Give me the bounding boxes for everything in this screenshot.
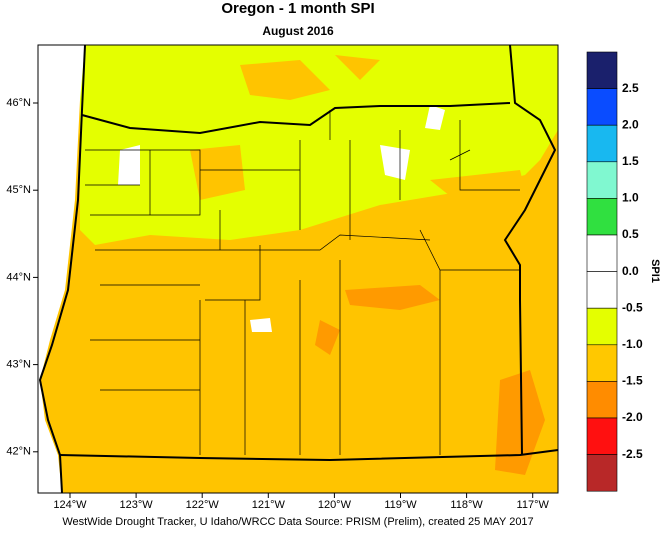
colorbar-label: 1.5: [622, 154, 639, 168]
lat-tick-label: 46°N: [6, 97, 31, 109]
lon-tick-label: 117°W: [517, 499, 550, 511]
colorbar-label: -1.5: [622, 374, 643, 388]
lon-tick-label: 124°W: [53, 499, 87, 511]
colorbar-swatch: [586, 88, 618, 126]
colorbar-label: 2.0: [622, 117, 639, 131]
subtitle: August 2016: [262, 24, 334, 38]
lon-tick-label: 121°W: [252, 499, 286, 511]
dry-patch: [315, 285, 545, 475]
colorbar-label: 0.5: [622, 227, 639, 241]
colorbar-label: 0.0: [622, 264, 639, 278]
lon-tick-label: 120°W: [318, 499, 352, 511]
lon-tick-label: 119°W: [384, 499, 417, 511]
colorbar-swatch: [586, 198, 618, 236]
colorbar-swatch: [586, 161, 618, 199]
colorbar-swatch: [586, 454, 618, 492]
lat-tick-label: 43°N: [6, 359, 31, 371]
colorbar-label: -2.0: [622, 410, 643, 424]
colorbar-swatch: [586, 234, 618, 272]
lon-tick-label: 118°W: [450, 499, 483, 511]
map: [37, 44, 559, 494]
colorbar-swatch: [586, 51, 618, 89]
county-lines: [85, 110, 520, 455]
colorbar-swatch: [586, 381, 618, 419]
colorbar-swatch: [586, 344, 618, 382]
credit: WestWide Drought Tracker, U Idaho/WRCC D…: [62, 516, 533, 528]
map-frame: [37, 44, 559, 494]
title: Oregon - 1 month SPI: [221, 0, 374, 17]
lat-tick-label: 45°N: [6, 184, 31, 196]
colorbar-title: SPI1: [649, 259, 661, 283]
state-borders: [38, 44, 559, 494]
colorbar-swatch: [586, 124, 618, 163]
colorbar-label: -1.0: [622, 337, 643, 351]
colorbar-swatch: [586, 271, 618, 309]
lat-tick-label: 44°N: [6, 271, 31, 283]
lon-tick-label: 122°W: [186, 499, 220, 511]
lat-tick-label: 42°N: [6, 446, 31, 458]
lon-tick-label: 123°W: [120, 499, 154, 511]
colorbar-label: 2.5: [622, 81, 639, 95]
colorbar-swatch: [586, 417, 618, 455]
colorbar-label: 1.0: [622, 191, 639, 205]
dry-patch: [190, 55, 530, 220]
colorbar-label: -0.5: [622, 300, 643, 314]
colorbar-swatch: [586, 307, 618, 346]
colorbar-label: -2.5: [622, 447, 643, 461]
ocean: [38, 45, 85, 493]
